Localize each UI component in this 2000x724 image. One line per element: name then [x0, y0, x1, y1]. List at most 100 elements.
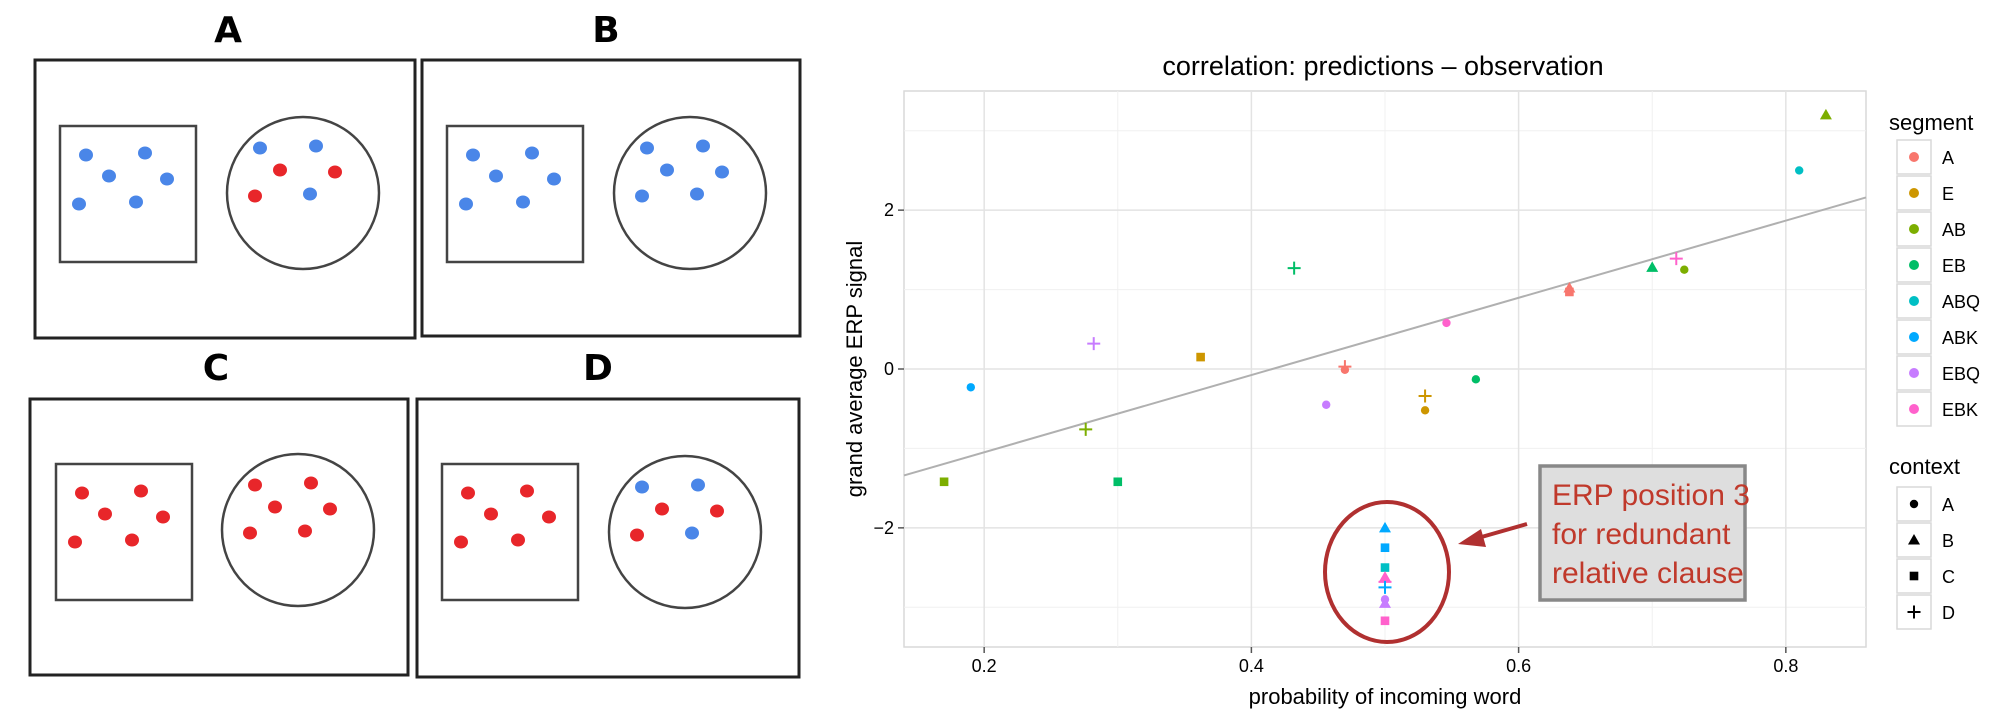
arrow-head: [1458, 529, 1486, 547]
legend-context-label: D: [1942, 603, 1955, 623]
red-dot: [273, 163, 287, 177]
x-axis-label: probability of incoming word: [1249, 684, 1522, 709]
circle-dots: [630, 478, 724, 542]
x-tick-label: 0.4: [1239, 656, 1264, 676]
red-dot: [98, 507, 112, 521]
red-dot: [710, 504, 724, 518]
data-point-eb-a: [1471, 375, 1481, 384]
legend-shape-circle: [1909, 499, 1919, 509]
data-point-abk-c: [1380, 543, 1390, 553]
legend-key-box: [1896, 355, 1932, 391]
data-point-a-a: [1340, 365, 1350, 374]
red-dot: [630, 528, 644, 542]
red-dot: [461, 486, 475, 500]
data-point-ebq-b: [1379, 597, 1391, 608]
red-dot: [156, 510, 170, 524]
legend-segment-label: A: [1942, 148, 1954, 168]
blue-dot: [253, 141, 267, 155]
red-dot: [268, 500, 282, 514]
red-dot: [323, 502, 337, 516]
legend-segment-label: EBK: [1942, 400, 1978, 420]
blue-dot: [525, 146, 539, 160]
blue-dot: [547, 172, 561, 186]
blue-dot: [309, 139, 323, 153]
red-dot: [304, 476, 318, 490]
legend-key-box: [1896, 522, 1932, 558]
panel-frame: [420, 58, 802, 338]
red-dot: [520, 484, 534, 498]
circle-container: [225, 115, 381, 271]
panel-frame: [415, 397, 801, 679]
legend-context-title: context: [1889, 454, 1960, 479]
data-point-abq-a: [1794, 166, 1804, 175]
legend-segment-label: ABK: [1942, 328, 1978, 348]
panel-c: C: [28, 348, 410, 677]
x-axis-ticks: 0.2 0.4 0.6 0.8: [972, 647, 1798, 676]
data-point-ebk-c: [1380, 616, 1390, 626]
legend-key-box: [1896, 558, 1932, 594]
x-tick-label: 0.2: [972, 656, 997, 676]
square-dots: [454, 484, 556, 549]
circle-container: [607, 454, 763, 610]
red-dot: [655, 502, 669, 516]
panel-d: D: [415, 348, 801, 679]
callout-box: ERP position 3 for redundant relative cl…: [1538, 464, 1750, 602]
red-dot: [75, 486, 89, 500]
data-point-eb-b: [1646, 261, 1659, 272]
legend-shape-square: [1909, 571, 1919, 581]
data-points: [939, 108, 1832, 626]
data-point-ebk-a: [1442, 318, 1451, 328]
callout-line-3: relative clause: [1552, 557, 1744, 590]
circle-dots: [243, 476, 337, 540]
scatter-chart: correlation: predictions – observation 0…: [842, 51, 1980, 709]
callout-line-1: ERP position 3: [1552, 479, 1750, 512]
data-point-ab-a: [1680, 265, 1689, 274]
red-dot: [454, 535, 468, 549]
y-tick-label: −2: [873, 518, 894, 538]
legend-segment-label: ABQ: [1942, 292, 1980, 312]
red-dot: [328, 165, 342, 179]
legend-key-box: [1896, 486, 1932, 522]
blue-dot: [160, 172, 174, 186]
data-point-abk-b: [1379, 521, 1391, 533]
data-point-ebk-d: [1669, 252, 1683, 266]
highlight-circle: [1323, 500, 1451, 644]
blue-dot: [640, 141, 654, 155]
panel-frame: [28, 397, 410, 677]
blue-dot: [72, 197, 86, 211]
legend-swatch: [1909, 152, 1919, 162]
data-point-e-a: [1420, 406, 1430, 415]
y-axis-label: grand average ERP signal: [842, 241, 867, 497]
red-dot: [125, 533, 139, 547]
legend-context-label: A: [1942, 495, 1954, 515]
circle-dots: [248, 139, 342, 203]
legend-segment-label: EB: [1942, 256, 1966, 276]
legend-swatch: [1909, 188, 1919, 198]
red-dot: [248, 189, 262, 203]
x-tick-label: 0.8: [1773, 656, 1798, 676]
circle-container: [612, 115, 768, 271]
blue-dot: [685, 526, 699, 540]
legend-segment-label: EBQ: [1942, 364, 1980, 384]
panel-label: B: [592, 10, 619, 51]
square-dots: [459, 146, 561, 211]
square-container: [58, 124, 198, 264]
blue-dot: [466, 148, 480, 162]
square-container: [54, 462, 194, 602]
blue-dot: [459, 197, 473, 211]
square-container: [445, 124, 585, 264]
legend-swatch: [1909, 368, 1919, 378]
data-point-eb-d: [1287, 261, 1301, 275]
arrow-shaft: [1477, 522, 1528, 540]
panel-label: C: [203, 348, 229, 389]
legend-segment-items: AE AB EB ABQ ABK EBQ EBK: [1896, 139, 1980, 427]
legend-segment-label: AB: [1942, 220, 1966, 240]
panel-frame: [33, 58, 417, 340]
legend-context-label: B: [1942, 531, 1954, 551]
y-axis-ticks: −2 0 2: [873, 200, 904, 538]
blue-dot: [102, 169, 116, 183]
blue-dot: [691, 478, 705, 492]
legend-shape-triangle: [1908, 534, 1920, 545]
